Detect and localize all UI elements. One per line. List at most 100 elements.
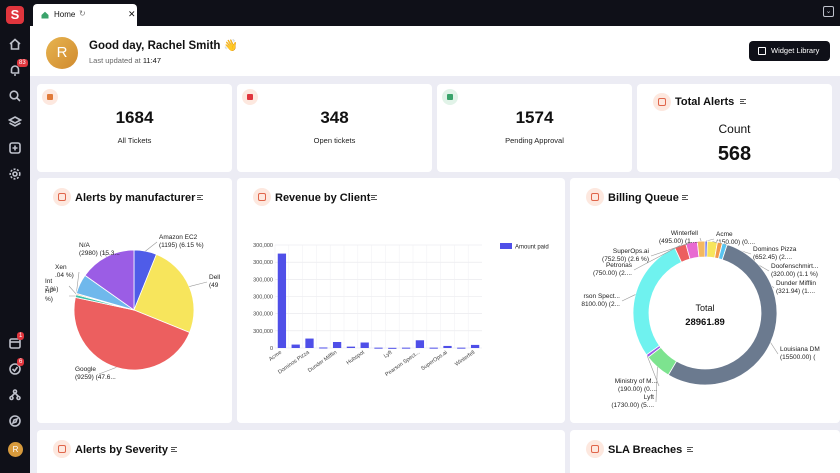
user-avatar[interactable]: R [8,442,23,457]
legend-swatch [500,243,512,249]
all-tickets-card[interactable]: 1684 All Tickets [37,84,232,172]
approval-icon [442,89,458,105]
search-icon[interactable] [8,89,22,103]
slice-label: rson Spect... 8100.00) (2... [581,293,620,308]
widget-library-label: Widget Library [771,46,820,55]
widget-library-icon [758,47,766,55]
pie-slice [84,249,135,311]
sla-breaches-card: SLA Breaches [570,430,840,473]
tab-label: Home [54,10,76,19]
bar [388,347,397,349]
menu-icon[interactable] [740,99,746,104]
slice-value: (1195) (6.15 %) [159,242,204,249]
y-tick-label: 300,000 [253,312,273,318]
bar [429,347,438,349]
dashboard-header: R Good day, Rachel Smith 👋 Last updated … [30,26,840,76]
bar [346,346,356,348]
x-tick-label: Hubspot [346,349,367,366]
donut-center-value: 28961.89 [685,317,725,328]
count-value: 568 [717,143,752,165]
slice-value: 7 %) [45,286,58,293]
total-alerts-card[interactable]: Total Alerts Count 568 [637,84,832,172]
tab-bar: Home ↻ ✕ ⌄ [30,0,840,26]
count-label: Count [718,122,751,136]
slice-name: Int [45,278,52,285]
slice-value: .04 %) [55,272,74,279]
donut-slice [667,244,778,386]
calendar-icon[interactable] [8,336,22,350]
refresh-icon[interactable]: ↻ [79,9,86,18]
workflow-icon[interactable] [8,388,22,402]
alerts-by-manufacturer-card: Alerts by manufacturer Amazon EC2 (1195) … [37,178,232,423]
card-title: Billing Queue [608,192,679,204]
greeting: Good day, Rachel Smith 👋 [89,40,238,52]
slice-value: (15500.00) ( [780,354,816,361]
leader-line [655,367,658,403]
menu-icon[interactable] [171,447,177,452]
home-icon[interactable] [8,37,22,51]
bar [291,344,300,348]
alerts-by-severity-card: Alerts by Severity [37,430,565,473]
stat-value: 1684 [115,108,154,127]
y-tick-label: 300,000 [253,329,273,335]
layers-icon[interactable] [7,115,23,129]
approvals-badge: 6 [17,358,25,366]
slice-value: (9259) (47.6... [75,374,116,381]
bar [401,347,411,349]
slice-name: Lyft [644,394,654,401]
menu-icon[interactable] [687,447,693,452]
donut-slice [696,240,706,258]
gear-icon[interactable] [8,167,22,181]
leader-line [699,237,702,242]
menu-icon[interactable] [682,195,688,200]
tab-home[interactable]: Home ↻ ✕ [33,4,137,26]
app-logo[interactable]: S [6,6,24,24]
slice-name: Dell [209,274,221,281]
donut-slice [632,247,683,356]
slice-name: SuperOps.ai [613,248,649,255]
bar [415,340,425,348]
leader-line [633,245,681,271]
compass-icon[interactable] [8,414,22,428]
open-tickets-card[interactable]: 348 Open tickets [237,84,432,172]
y-tick-label: 300,000 [253,243,273,249]
card-title: Revenue by Client [275,192,371,204]
slice-label: SuperOps.ai (752.50) (2.6 %) [602,248,649,263]
leader-line [770,342,779,355]
calendar-badge: 1 [17,332,25,340]
slice-name: Xen [55,264,67,271]
plus-square-icon[interactable] [8,141,22,155]
billing-queue-card: Billing Queue Acme (150.00) (0.... Dominos… [570,178,840,423]
slice-label: Dominos Pizza (652.45) (2.... [753,246,797,261]
sidebar: S 83 1 6 R [0,0,30,473]
invoice-icon [253,188,271,206]
home-tab-icon [41,11,49,19]
slice-value: (2980) (15.3... [79,250,120,257]
billing-donut-chart: Acme (150.00) (0....Dominos Pizza (652.45)… [581,230,819,409]
close-icon[interactable]: ✕ [128,9,136,19]
check-badge-icon[interactable] [8,362,22,376]
slice-name: Winterfell [671,230,699,237]
menu-icon[interactable] [371,195,377,200]
slice-name: rson Spect... [584,293,621,300]
slice-value: (750.00) (2.... [593,270,632,277]
menu-icon[interactable] [197,195,203,200]
notification-badge: 83 [17,59,28,67]
slice-value: %) [45,296,53,303]
bar [443,345,452,348]
slice-name: Petronas [606,262,633,269]
widget-library-button[interactable]: Widget Library [749,41,830,61]
chevron-down-icon[interactable]: ⌄ [823,6,834,17]
bar [319,347,328,349]
slice-name: Dunder Mifflin [776,280,816,287]
slice-label: Lyft (1730.00) (5.... [611,394,654,409]
card-title: Total Alerts [675,96,735,108]
stat-label: Pending Approval [505,136,564,145]
leader-line [646,355,660,387]
pending-approval-card[interactable]: 1574 Pending Approval [437,84,632,172]
avatar: R [46,37,78,69]
leader-line [68,285,77,295]
pie-slice [133,253,195,333]
bell-icon[interactable] [8,63,22,77]
revenue-by-client-card: Revenue by Client 300,000 300,000 300,000 3… [237,178,565,423]
